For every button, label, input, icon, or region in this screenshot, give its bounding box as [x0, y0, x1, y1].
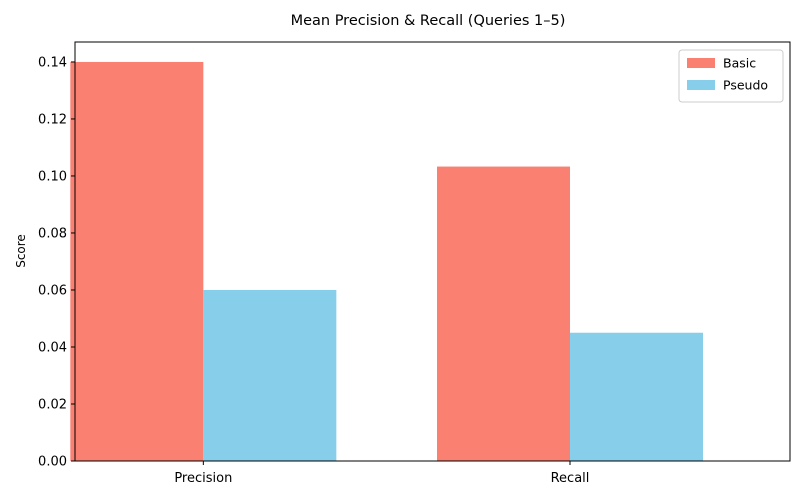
bar-pseudo-precision	[203, 289, 337, 461]
bars-group	[70, 61, 703, 461]
y-tick-label: 0.02	[38, 397, 67, 412]
y-tick-label: 0.08	[38, 226, 67, 241]
x-tick-label: Precision	[174, 471, 232, 486]
bar-pseudo-recall	[570, 332, 703, 461]
legend: Basic Pseudo	[678, 49, 784, 103]
y-tick-label: 0.10	[38, 169, 67, 184]
legend-label-basic: Basic	[723, 56, 756, 71]
bar-basic-precision	[70, 61, 204, 461]
y-axis-label: Score	[14, 234, 28, 268]
x-tick-label: Recall	[551, 471, 590, 486]
chart-title: Mean Precision & Recall (Queries 1–5)	[291, 13, 566, 29]
y-tick-label: 0.14	[38, 55, 67, 70]
legend-swatch-basic	[687, 58, 715, 68]
legend-items: Basic Pseudo	[687, 56, 768, 93]
x-axis-ticks: Precision Recall	[174, 461, 589, 486]
plot-area-frame	[74, 41, 791, 462]
y-tick-label: 0.12	[38, 112, 67, 127]
y-axis-ticks: 0.00 0.02 0.04 0.06 0.08 0.10 0.12 0.14	[38, 55, 75, 470]
bar-basic-recall	[437, 166, 570, 461]
y-tick-label: 0.00	[38, 455, 67, 470]
legend-swatch-pseudo	[687, 80, 715, 90]
y-tick-label: 0.04	[38, 340, 67, 355]
y-tick-label: 0.06	[38, 283, 67, 298]
legend-label-pseudo: Pseudo	[723, 78, 768, 93]
